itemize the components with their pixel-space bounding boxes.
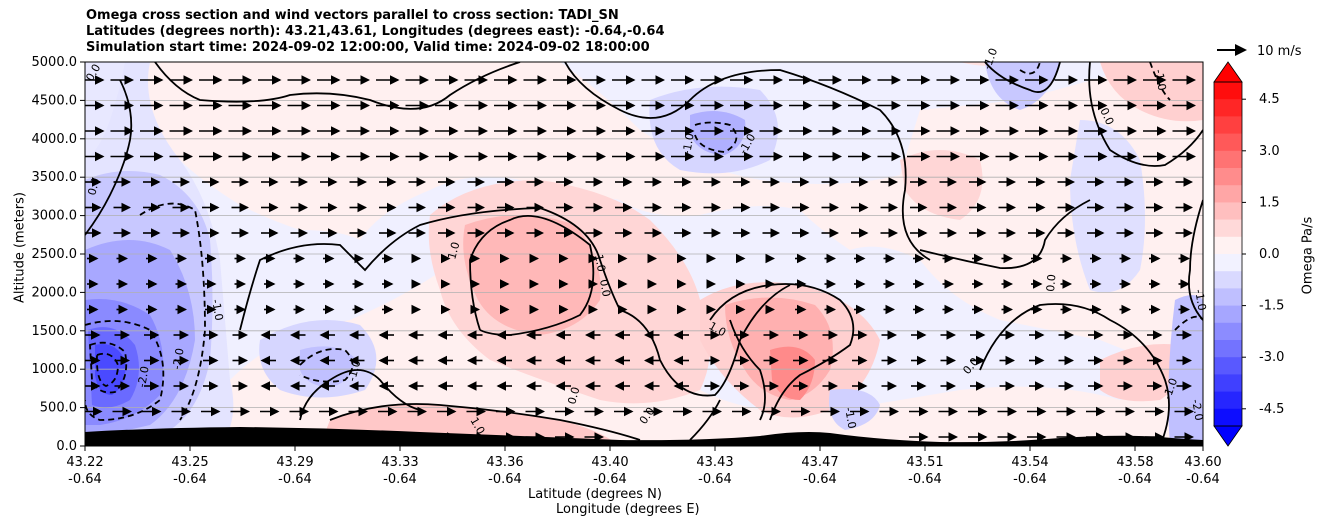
- x-tick-label-lat: 43.22: [66, 455, 103, 470]
- x-tick-label-lon: -0.64: [173, 472, 207, 487]
- contour-label: 0.0: [565, 386, 582, 406]
- y-tick-label: 2000.0: [32, 285, 78, 300]
- colorbar-segment: [1214, 168, 1242, 186]
- y-tick-label: 500.0: [40, 401, 77, 416]
- x-tick-label-lat: 43.54: [1011, 455, 1048, 470]
- colorbar-segment: [1214, 357, 1242, 375]
- colorbar-segment: [1214, 236, 1242, 255]
- x-tick-label-lat: 43.60: [1184, 455, 1221, 470]
- y-tick-label: 4000.0: [32, 132, 78, 147]
- chart-title-line-2: Latitudes (degrees north): 43.21,43.61, …: [86, 24, 665, 39]
- y-tick-label: 3000.0: [32, 209, 78, 224]
- wind-vectors: [85, 75, 1197, 442]
- y-axis-label: Altitude (meters): [12, 192, 28, 303]
- omega-contour-lines: [85, 62, 1203, 446]
- x-tick-label-lon: -0.64: [278, 472, 312, 487]
- y-tick-label: 2500.0: [32, 247, 78, 262]
- x-tick-label-lon: -0.64: [803, 472, 837, 487]
- colorbar-segment: [1214, 185, 1242, 203]
- x-tick-label-lon: -0.64: [593, 472, 627, 487]
- colorbar-label: Omega Pa/s: [1300, 216, 1316, 295]
- reference-arrow-label: 10 m/s: [1257, 44, 1302, 59]
- colorbar-segment: [1214, 391, 1242, 410]
- colorbar-segment: [1214, 408, 1242, 427]
- colorbar-segment: [1214, 82, 1242, 100]
- colorbar-segment: [1214, 133, 1242, 152]
- colorbar-extend-max: [1213, 61, 1243, 83]
- contour-label: -2.0: [135, 365, 152, 388]
- colorbar-extend-min: [1213, 425, 1243, 447]
- colorbar-tick-label: 1.5: [1259, 195, 1280, 210]
- x-tick-label-lon: -0.64: [488, 472, 522, 487]
- colorbar-segment: [1214, 288, 1242, 307]
- colorbar: -4.5 -3.0 -1.5 0.0 1.5 3.0 4.5: [1213, 61, 1284, 447]
- colorbar-segment: [1214, 150, 1242, 169]
- colorbar-tick-label: -1.5: [1259, 299, 1284, 314]
- colorbar-segment: [1214, 219, 1242, 238]
- x-tick-label-lon: -0.64: [1118, 472, 1152, 487]
- colorbar-tick-label: -4.5: [1259, 402, 1284, 417]
- y-tick-label: 4500.0: [32, 93, 78, 108]
- y-tick-label: 1500.0: [32, 324, 78, 339]
- y-tick-label: 3500.0: [32, 170, 78, 185]
- x-tick-label-lat: 43.51: [906, 455, 943, 470]
- x-tick-label-lon: -0.64: [1013, 472, 1047, 487]
- omega-negative-contour-lines: [85, 62, 1203, 421]
- contour-label: -1.0: [1192, 288, 1209, 311]
- colorbar-tick-label: -3.0: [1259, 350, 1284, 365]
- colorbar-segment: [1214, 322, 1242, 341]
- x-tick-label-lat: 43.36: [486, 455, 523, 470]
- x-tick-label-lat: 43.58: [1116, 455, 1153, 470]
- contour-label: 0.0: [1044, 274, 1058, 293]
- colorbar-tick-label: 3.0: [1259, 144, 1280, 159]
- vector-reference-key: 10 m/s: [1217, 44, 1302, 59]
- y-tick-label: 0.0: [56, 439, 77, 454]
- colorbar-tick-label: 4.5: [1259, 92, 1280, 107]
- x-tick-label-lat: 43.47: [801, 455, 838, 470]
- x-tick-label-lon: -0.64: [908, 472, 942, 487]
- chart-title-line-1: Omega cross section and wind vectors par…: [86, 8, 619, 23]
- colorbar-segment: [1214, 271, 1242, 289]
- terrain-silhouette: [85, 427, 1203, 446]
- x-tick-label-lat: 43.40: [591, 455, 628, 470]
- colorbar-segment: [1214, 254, 1242, 272]
- x-tick-label-lon: -0.64: [698, 472, 732, 487]
- x-tick-label-lat: 43.43: [696, 455, 733, 470]
- x-tick-label-lat: 43.29: [276, 455, 313, 470]
- colorbar-segment: [1214, 116, 1242, 135]
- x-axis-ticks: 43.22 -0.64 43.25 -0.64 43.29 -0.64 43.33 -0.64…: [66, 446, 1222, 487]
- colorbar-segment: [1214, 99, 1242, 117]
- colorbar-segment: [1214, 340, 1242, 358]
- x-axis-label-latitude: Latitude (degrees N): [528, 487, 662, 502]
- contour-label: -1.0: [209, 298, 226, 321]
- colorbar-segment: [1214, 305, 1242, 324]
- y-tick-label: 5000.0: [32, 55, 78, 70]
- colorbar-segment: [1214, 202, 1242, 221]
- x-tick-label-lon: -0.64: [68, 472, 102, 487]
- contour-label: 0.0: [597, 278, 613, 297]
- colorbar-segment: [1214, 374, 1242, 393]
- y-tick-label: 1000.0: [32, 362, 78, 377]
- y-axis-ticks: 0.0 500.0 1000.0 1500.0 2000.0 2500.0 3000.0 35…: [32, 55, 85, 454]
- contour-label: -1.0: [680, 132, 697, 155]
- x-tick-label-lat: 43.25: [171, 455, 208, 470]
- x-tick-label-lon: -0.64: [383, 472, 417, 487]
- chart-title-line-3: Simulation start time: 2024-09-02 12:00:…: [86, 40, 650, 55]
- x-tick-label-lat: 43.33: [381, 455, 418, 470]
- x-tick-label-lon: -0.64: [1186, 472, 1220, 487]
- colorbar-tick-label: 0.0: [1259, 247, 1280, 262]
- x-axis-label-longitude: Longitude (degrees E): [556, 502, 700, 517]
